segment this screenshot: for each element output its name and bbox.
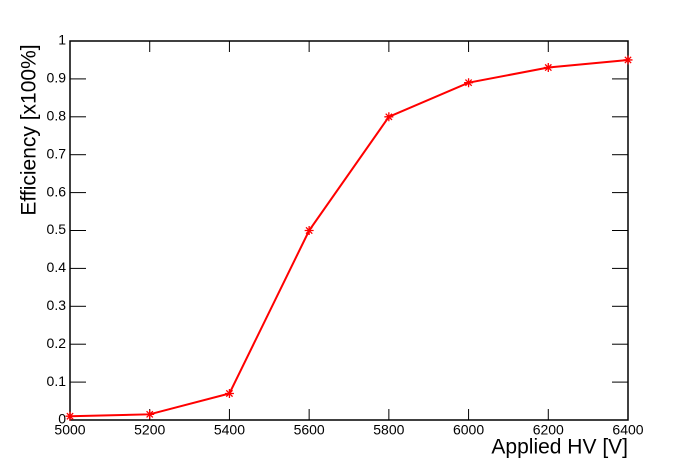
y-tick-label: 0.8 [47,108,67,124]
y-axis-label: Efficiency [x100%] [18,44,41,215]
y-tick-label: 1 [58,32,66,48]
data-line [69,58,629,418]
y-tick-label: 0.1 [47,373,67,389]
data-marker [464,78,474,88]
data-marker [623,55,633,65]
y-tick-label: 0 [58,411,66,427]
x-tick-label: 5600 [294,422,325,438]
data-marker [224,388,234,398]
x-tick-label: 5000 [54,422,85,438]
y-tick-label: 0.3 [47,297,67,313]
data-marker [65,411,75,421]
y-tick-label: 0.7 [47,145,67,161]
x-tick-label: 6000 [453,422,484,438]
y-tick-label: 0.9 [47,70,67,86]
y-tick-label: 0.2 [47,335,67,351]
y-tick-label: 0.6 [47,183,67,199]
data-marker [384,112,394,122]
y-tick-label: 0.4 [47,259,67,275]
data-marker [304,226,314,235]
x-tick-label: 5200 [134,422,165,438]
x-tick-label: 5800 [373,422,404,438]
data-marker [543,63,553,73]
data-marker [145,409,155,419]
x-axis-label: Applied HV [V] [491,436,628,459]
x-tick-label: 5400 [214,422,245,438]
plot-frame [69,40,629,421]
y-tick-label: 0.5 [47,221,67,237]
x-tick-label: 6400 [612,422,643,438]
x-tick-label: 6200 [533,422,564,438]
